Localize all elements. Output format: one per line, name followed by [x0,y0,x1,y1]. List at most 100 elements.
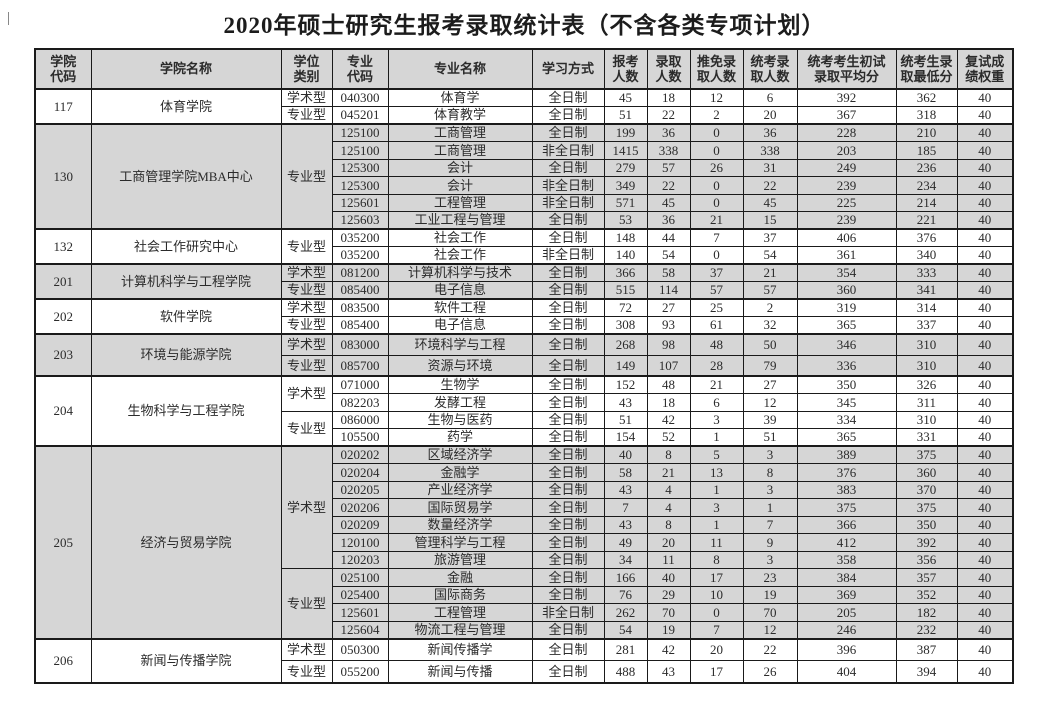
exam-admitted-count-cell: 22 [742,637,798,661]
major-name-cell: 国际商务 [387,585,533,604]
min-score-cell: 341 [895,281,958,300]
exempt-admitted-count-cell: 0 [689,246,744,265]
major-code-cell: 085400 [331,281,389,300]
exam-admitted-count-cell: 3 [742,445,798,464]
major-name-cell: 数量经济学 [387,515,533,534]
degree-type-cell: 学术型 [280,263,333,282]
degree-type-cell: 专业型 [280,660,333,683]
exempt-admitted-count-cell: 57 [689,281,744,300]
applicants-count-cell: 45 [603,88,648,107]
study-mode-cell: 非全日制 [531,603,605,622]
major-name-cell: 药学 [387,428,533,447]
study-mode-cell: 全日制 [531,211,605,230]
exam-admitted-count-cell: 37 [742,228,798,247]
admitted-count-cell: 20 [646,533,691,552]
major-name-cell: 会计 [387,158,533,177]
college-name-cell: 环境与能源学院 [90,333,282,377]
exam-admitted-count-cell: 21 [742,263,798,282]
header-row: 学院 代码 学院名称 学位 类别 专业 代码 专业名称 学习方式 报考 人数 录取 人数 推免录… [34,48,1014,90]
admitted-count-cell: 107 [646,354,691,377]
applicants-count-cell: 76 [603,585,648,604]
avg-score-cell: 412 [796,533,897,552]
exempt-admitted-count-cell: 5 [689,445,744,464]
admitted-count-cell: 70 [646,603,691,622]
retest-weight-cell: 40 [956,428,1014,447]
retest-weight-cell: 40 [956,480,1014,499]
avg-score-cell: 319 [796,298,897,317]
min-score-cell: 370 [895,480,958,499]
avg-score-cell: 383 [796,480,897,499]
applicants-count-cell: 488 [603,660,648,683]
min-score-cell: 232 [895,620,958,639]
min-score-cell: 185 [895,141,958,160]
min-score-cell: 360 [895,463,958,482]
table-row: 020206 国际贸易学 全日制 7 4 3 1 375 375 40 [35,498,1014,517]
retest-weight-cell: 40 [956,88,1014,107]
retest-weight-cell: 40 [956,620,1014,639]
exam-admitted-count-cell: 70 [742,603,798,622]
admitted-count-cell: 4 [646,498,691,517]
study-mode-cell: 全日制 [531,393,605,412]
retest-weight-cell: 40 [956,246,1014,265]
exempt-admitted-count-cell: 11 [689,533,744,552]
column-header: 复试成 绩权重 [956,48,1014,90]
table-row: 105500 药学 全日制 154 52 1 51 365 331 40 [35,428,1014,447]
exempt-admitted-count-cell: 20 [689,637,744,661]
exempt-admitted-count-cell: 1 [689,480,744,499]
admitted-count-cell: 57 [646,158,691,177]
degree-type-cell: 学术型 [280,445,333,569]
table-row: 130 工商管理学院MBA中心 专业型 125100 工商管理 全日制 199 36 0 36 22… [34,123,1014,230]
degree-type-cell: 学术型 [280,375,333,412]
degree-type-cell: 学术型 [280,298,333,317]
college-name-cell: 生物科学与工程学院 [90,375,282,447]
exam-admitted-count-cell: 8 [742,463,798,482]
college-name-cell: 经济与贸易学院 [90,445,282,639]
exempt-admitted-count-cell: 21 [689,211,744,230]
admitted-count-cell: 45 [646,193,691,212]
exempt-admitted-count-cell: 37 [689,263,744,282]
exempt-admitted-count-cell: 7 [689,228,744,247]
avg-score-cell: 376 [796,463,897,482]
exempt-admitted-count-cell: 6 [689,393,744,412]
exempt-admitted-count-cell: 0 [689,193,744,212]
column-header: 学院名称 [90,48,282,90]
major-name-cell: 金融学 [387,463,533,482]
college-code-cell: 132 [34,228,92,265]
admitted-count-cell: 98 [646,333,691,356]
admitted-count-cell: 42 [646,637,691,661]
study-mode-cell: 全日制 [531,550,605,569]
degree-type-cell: 专业型 [280,410,333,447]
college-code-cell: 206 [34,637,92,683]
major-code-cell: 055200 [331,660,389,683]
exam-admitted-count-cell: 36 [742,123,798,142]
retest-weight-cell: 40 [956,550,1014,569]
scan-artifact-line [8,12,9,25]
applicants-count-cell: 53 [603,211,648,230]
min-score-cell: 387 [895,637,958,661]
applicants-count-cell: 281 [603,637,648,661]
college-name-cell: 体育学院 [90,88,282,125]
major-name-cell: 社会工作 [387,228,533,247]
major-code-cell: 125100 [331,123,389,142]
major-code-cell: 086000 [331,410,389,429]
table-row: 132 社会工作研究中心 专业型 035200 社会工作 全日制 148 44 7 37 406 37… [34,228,1014,265]
min-score-cell: 182 [895,603,958,622]
retest-weight-cell: 40 [956,498,1014,517]
major-name-cell: 物流工程与管理 [387,620,533,639]
exempt-admitted-count-cell: 2 [689,106,744,125]
major-name-cell: 资源与环境 [387,354,533,377]
major-code-cell: 083500 [331,298,389,317]
exempt-admitted-count-cell: 21 [689,375,744,394]
table-row: 专业型 085400 电子信息 全日制 308 93 61 32 365 337 40 [35,316,1014,335]
admitted-count-cell: 338 [646,141,691,160]
table-row: 082203 发酵工程 全日制 43 18 6 12 345 311 40 [35,393,1014,412]
table-row: 125100 工商管理 非全日制 1415 338 0 338 203 185 40 [35,141,1014,160]
applicants-count-cell: 199 [603,123,648,142]
retest-weight-cell: 40 [956,193,1014,212]
applicants-count-cell: 54 [603,620,648,639]
retest-weight-cell: 40 [956,533,1014,552]
exempt-admitted-count-cell: 0 [689,603,744,622]
study-mode-cell: 全日制 [531,568,605,587]
avg-score-cell: 249 [796,158,897,177]
major-name-cell: 新闻传播学 [387,637,533,661]
